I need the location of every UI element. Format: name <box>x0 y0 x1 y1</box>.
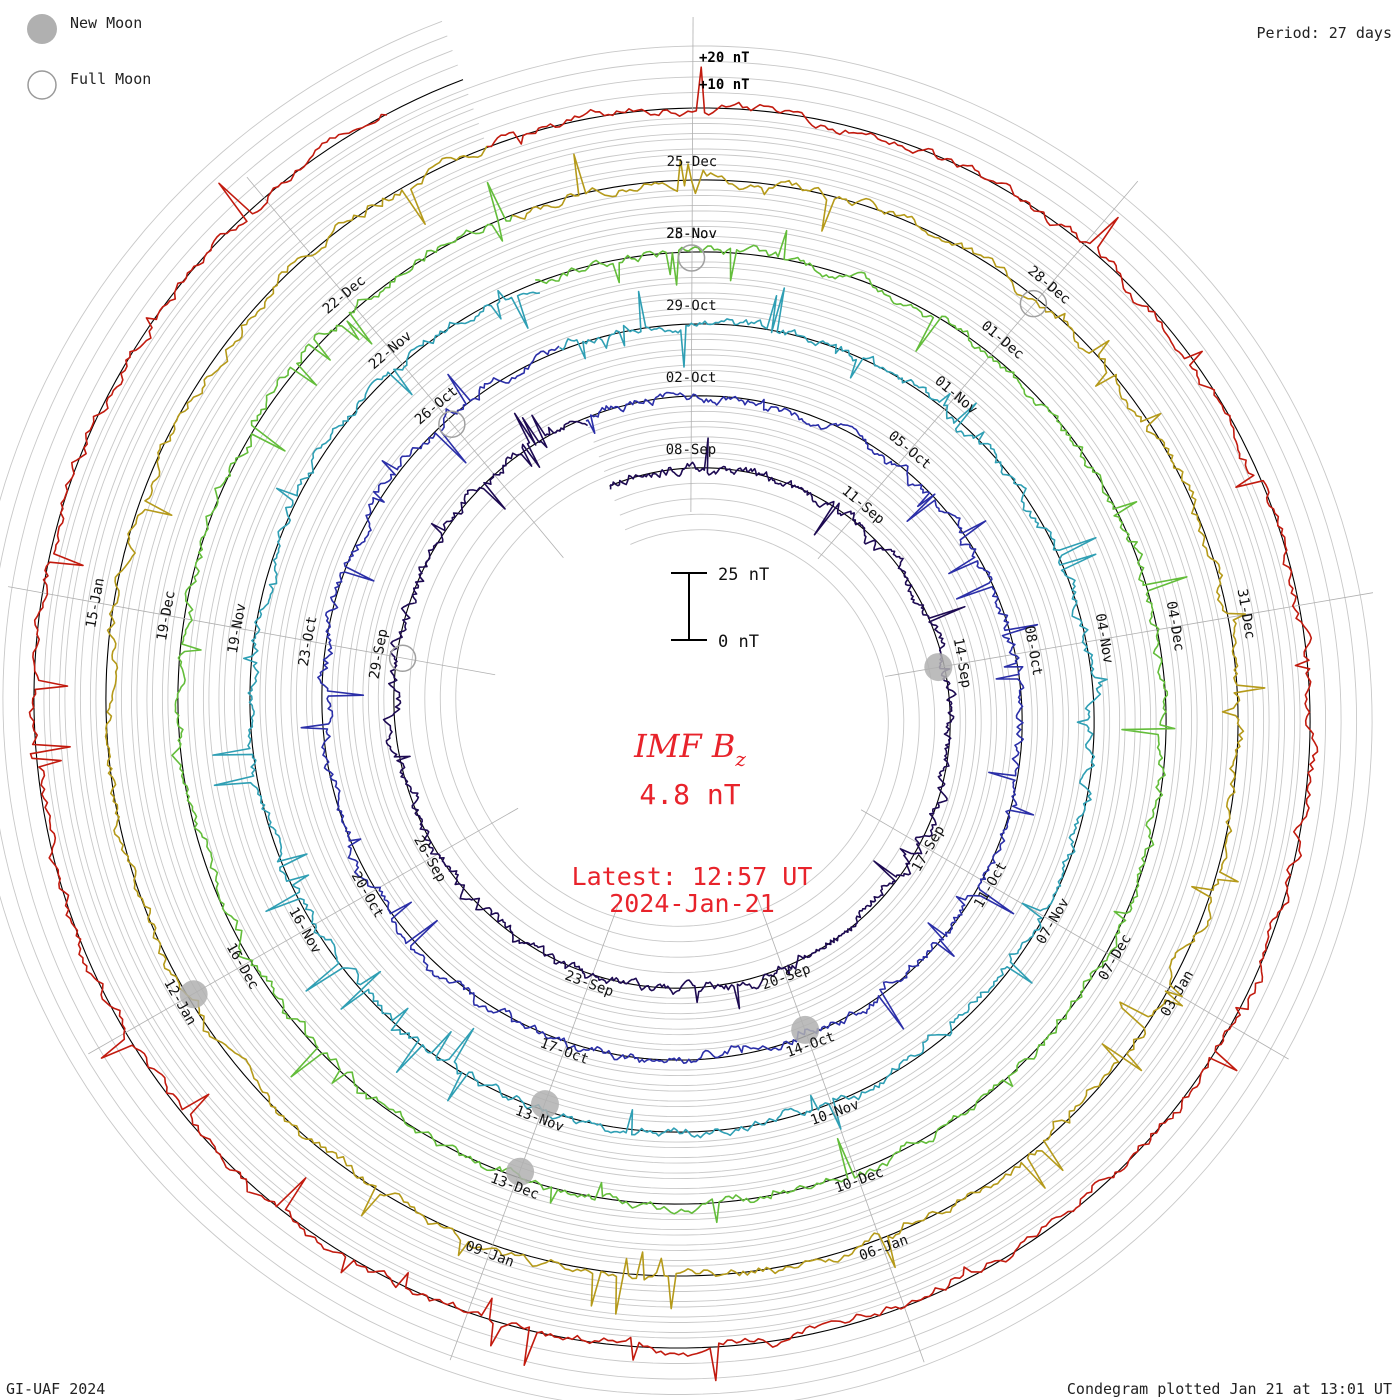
grid-ring <box>64 108 1280 1318</box>
latest-time: Latest: 12:57 UT <box>572 862 813 891</box>
grid-spoke <box>88 807 519 1055</box>
latest-date: 2024-Jan-21 <box>609 889 775 918</box>
data-trace <box>382 412 966 1010</box>
scale-bar: 25 nT 0 nT <box>671 565 769 652</box>
date-tick-label: 23-Sep <box>563 968 616 1000</box>
center-value: 4.8 nT <box>639 778 740 811</box>
date-tick-label: 19-Nov <box>225 602 250 655</box>
grid-spoke <box>7 586 496 676</box>
plotted-label: Condegram plotted Jan 21 at 13:01 UT <box>1067 1380 1392 1398</box>
grid-ring <box>48 93 1296 1333</box>
zero-baseline <box>33 79 1311 1349</box>
grid-spoke <box>860 809 1289 1060</box>
date-tick-label: 02-Oct <box>666 370 717 386</box>
new-moon-marker <box>506 1157 535 1186</box>
center-title-subscript: z <box>734 747 746 771</box>
date-tick-label: 19-Dec <box>154 589 179 642</box>
credit-label: GI-UAF 2024 <box>6 1380 105 1398</box>
date-tick-label: 29-Sep <box>367 628 392 681</box>
ring-grid <box>0 17 1374 1400</box>
new-moon-marker <box>924 653 953 682</box>
center-title: IMF Bz <box>633 727 746 771</box>
data-traces <box>28 66 1319 1382</box>
scale-bar-top-label: 25 nT <box>718 565 769 585</box>
new-moon-icon <box>27 14 57 44</box>
scale-bar-bottom-label: 0 nT <box>718 632 759 652</box>
full-moon-marker <box>438 410 466 438</box>
date-tick-label: 15-Jan <box>83 577 108 630</box>
center-title-main: IMF B <box>633 727 735 765</box>
grid-ring <box>79 122 1265 1302</box>
new-moon-marker <box>791 1015 820 1044</box>
grid-ring <box>0 35 1358 1395</box>
full-moon-marker <box>677 244 706 272</box>
data-trace <box>104 145 1266 1315</box>
legend-label-full-moon: Full Moon <box>70 70 151 88</box>
date-tick-label: 25-Nov <box>666 226 717 242</box>
legend: New Moon Full Moon <box>27 14 151 100</box>
full-moon-icon <box>27 70 57 100</box>
grid-spoke <box>885 592 1374 677</box>
grid-spoke <box>690 17 694 513</box>
date-tick-label: 08-Sep <box>666 442 717 458</box>
grid-ring <box>17 64 1327 1364</box>
ring-scale-label-20: +20 nT <box>699 50 750 66</box>
data-trace <box>171 181 1188 1224</box>
date-tick-label: 29-Oct <box>666 298 717 314</box>
data-trace <box>212 287 1108 1139</box>
data-trace <box>28 66 1319 1382</box>
full-moon-marker <box>1019 289 1048 318</box>
grid-ring <box>95 137 1249 1287</box>
grid-spoke <box>246 176 564 559</box>
period-label: Period: 27 days <box>1257 24 1392 42</box>
moon-markers <box>179 244 1048 1186</box>
ring-scale-label-10: +10 nT <box>699 77 750 93</box>
full-moon-marker <box>388 644 417 673</box>
grid-ring <box>0 20 1373 1400</box>
grid-spoke <box>817 180 1139 560</box>
center-readout: IMF Bz 4.8 nT Latest: 12:57 UT 2024-Jan-… <box>572 727 813 918</box>
new-moon-marker <box>179 980 208 1009</box>
grid-ring <box>2 49 1342 1380</box>
date-tick-label: 23-Oct <box>296 615 321 668</box>
new-moon-marker <box>530 1090 559 1119</box>
date-tick-label: 28-Nov <box>666 226 717 242</box>
date-tick-label: 25-Dec <box>667 154 718 170</box>
date-tick-label: 06-Jan <box>857 1232 910 1264</box>
date-tick-label: 09-Jan <box>463 1238 516 1270</box>
legend-label-new-moon: New Moon <box>70 14 142 32</box>
